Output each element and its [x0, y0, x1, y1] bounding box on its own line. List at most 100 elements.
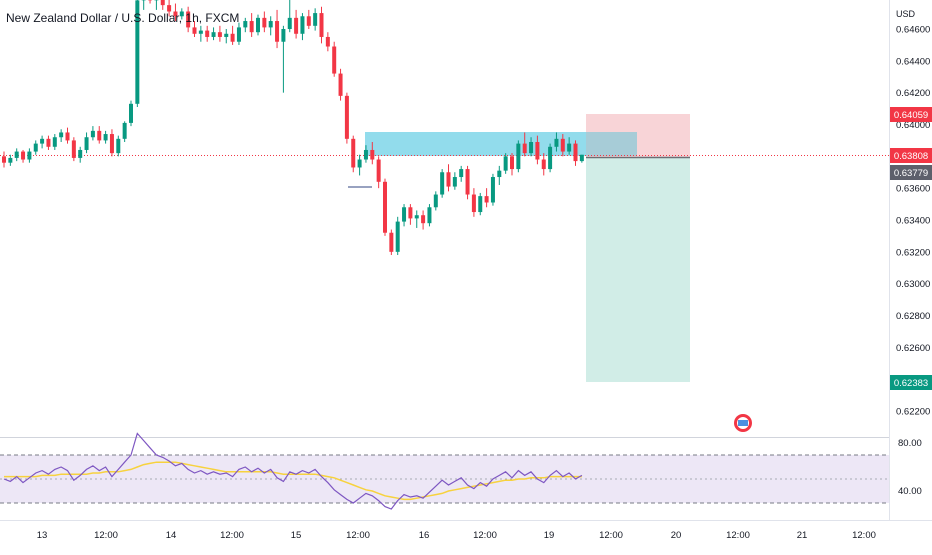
candle-body — [91, 131, 95, 137]
candle-body — [2, 156, 6, 162]
price-tick: 0.62600 — [896, 343, 930, 354]
candle-body — [313, 13, 317, 26]
candle-body — [440, 172, 444, 194]
candle-body — [27, 152, 31, 160]
target-price-tag: 0.62383 — [890, 375, 932, 390]
candle-body — [466, 169, 470, 194]
reward-zone — [586, 158, 690, 382]
currency-label: USD — [896, 9, 916, 19]
candle-body — [510, 156, 514, 169]
price-tick: 0.64400 — [896, 56, 930, 67]
candle-body — [237, 27, 241, 41]
candle-body — [408, 207, 412, 218]
candle-body — [332, 47, 336, 74]
candle-body — [300, 16, 304, 34]
price-tick: 0.63000 — [896, 279, 930, 290]
candle-body — [383, 182, 387, 233]
time-tick: 12:00 — [94, 530, 118, 541]
candle-body — [256, 18, 260, 32]
time-tick: 12:00 — [726, 530, 750, 541]
candle-body — [281, 29, 285, 42]
candle-body — [326, 37, 330, 47]
candle-body — [269, 21, 273, 27]
candle-body — [574, 144, 578, 162]
candle-body — [104, 134, 108, 140]
candle-body — [193, 27, 197, 33]
candle-body — [402, 207, 406, 221]
candle-body — [504, 156, 508, 170]
candle-body — [288, 18, 292, 29]
candle-body — [427, 207, 431, 223]
candle-body — [110, 134, 114, 153]
time-tick: 12:00 — [346, 530, 370, 541]
candle-body — [218, 32, 222, 37]
candle-body — [529, 142, 533, 153]
candle-body — [34, 144, 38, 152]
candle-body — [415, 215, 419, 218]
last-price-text: 0.63808 — [894, 151, 928, 162]
candle-body — [548, 147, 552, 169]
time-tick: 14 — [166, 530, 177, 541]
candle-body — [345, 96, 349, 139]
candle-body — [53, 137, 57, 147]
time-tick: 15 — [291, 530, 302, 541]
candle-body — [224, 34, 228, 37]
candle-body — [231, 34, 235, 42]
candle-body — [377, 160, 381, 182]
candle-body — [78, 150, 82, 158]
time-tick: 12:00 — [220, 530, 244, 541]
candle-body — [212, 32, 216, 37]
candle-body — [453, 177, 457, 187]
stop-price-tag: 0.64059 — [890, 107, 932, 122]
candle-body — [516, 144, 520, 169]
entry-price-tag: 0.63779 — [890, 165, 932, 180]
chart-title: New Zealand Dollar / U.S. Dollar, 1h, FX… — [6, 11, 239, 25]
candle-body — [66, 132, 70, 140]
time-tick: 19 — [544, 530, 555, 541]
candle-body — [320, 13, 324, 37]
last-price-tag: 0.63808 — [890, 148, 932, 163]
candle-body — [491, 177, 495, 202]
candle-body — [85, 137, 89, 150]
candle-body — [40, 139, 44, 144]
candle-body — [243, 21, 247, 27]
candle-body — [250, 21, 254, 32]
candle-body — [46, 139, 50, 147]
candle-body — [497, 171, 501, 177]
candle-body — [364, 150, 368, 160]
candle-body — [389, 233, 393, 252]
candle-body — [554, 139, 558, 147]
candle-body — [580, 155, 584, 161]
price-tick: 0.62800 — [896, 311, 930, 322]
candle-body — [472, 195, 476, 213]
price-tick: 0.63200 — [896, 247, 930, 258]
candle-body — [21, 152, 25, 160]
candle-body — [358, 160, 362, 168]
candle-body — [116, 139, 120, 153]
time-tick: 12:00 — [473, 530, 497, 541]
candle-body — [370, 150, 374, 160]
zone-overlap — [586, 132, 637, 156]
candle-body — [561, 139, 565, 152]
candle-body — [72, 140, 76, 158]
candle-body — [459, 169, 463, 177]
price-tick: 0.64600 — [896, 25, 930, 36]
candle-body — [123, 123, 127, 139]
rsi-tick-80: 80.00 — [898, 438, 922, 449]
stop-price-text: 0.64059 — [894, 110, 928, 121]
candle-body — [535, 142, 539, 160]
sale-tag-icon[interactable] — [734, 414, 752, 432]
candle-body — [59, 132, 63, 137]
candle-body — [447, 172, 451, 186]
candle-body — [15, 152, 19, 158]
target-price-text: 0.62383 — [894, 378, 928, 389]
price-tick: 0.63600 — [896, 184, 930, 195]
candle-body — [567, 144, 571, 152]
candle-body — [199, 31, 203, 34]
candle-body — [434, 195, 438, 208]
price-tick: 0.63400 — [896, 216, 930, 227]
candle-body — [485, 196, 489, 202]
candle-body — [421, 215, 425, 223]
